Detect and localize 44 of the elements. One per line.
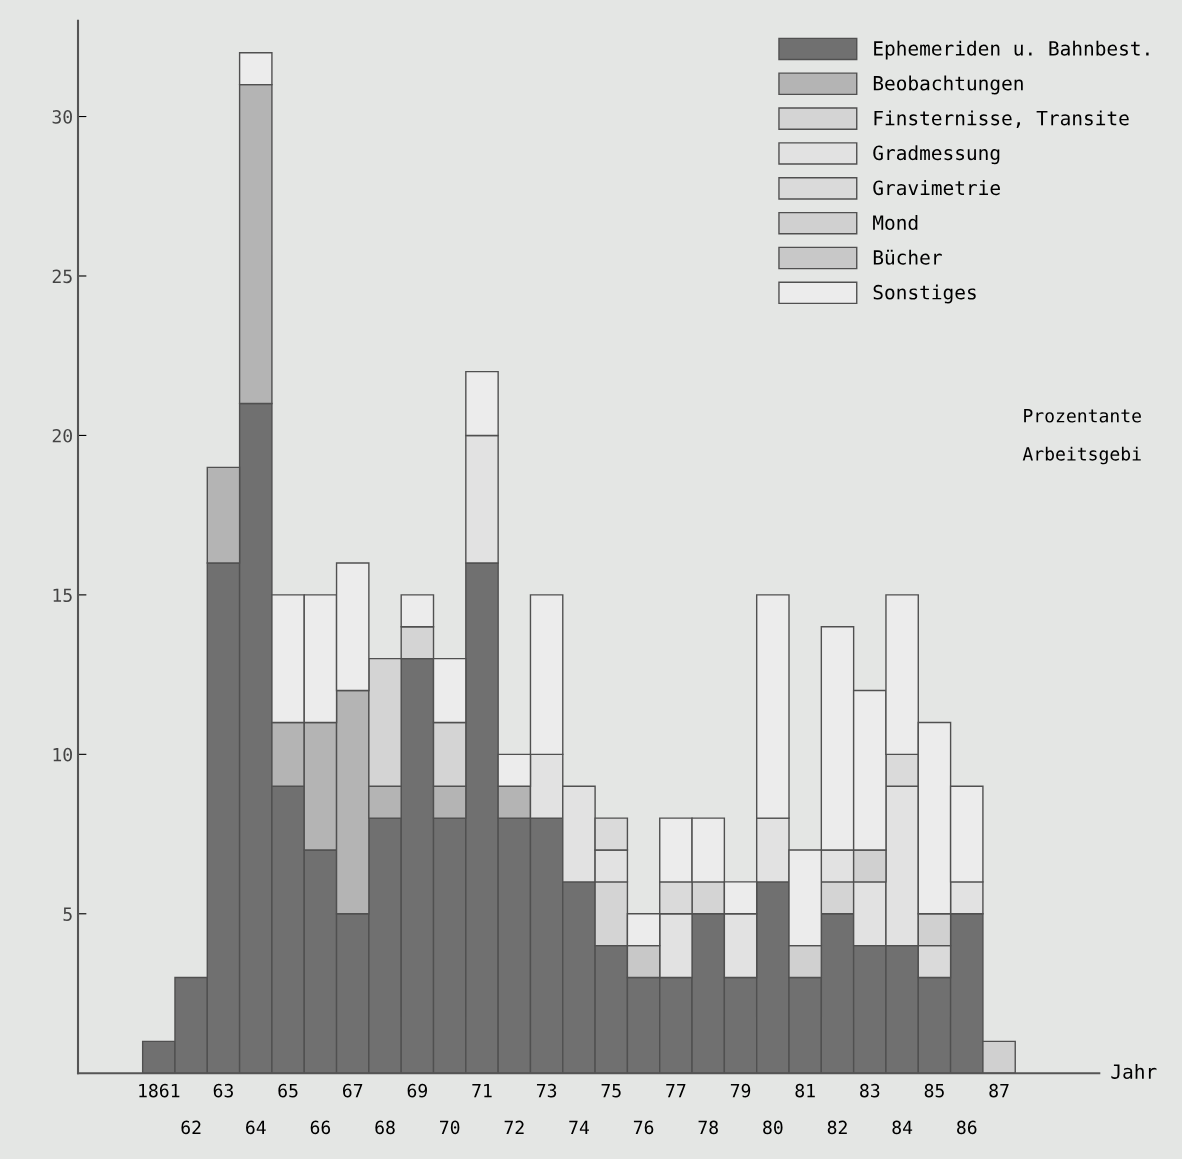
y-tick-label: 15 <box>53 588 72 603</box>
legend-label: Finsternisse, Transite <box>874 110 1129 128</box>
y-tick-label: 5 <box>63 907 72 921</box>
legend-label: Ephemeriden u. Bahnbest. <box>874 40 1149 60</box>
x-tick-label: 84 <box>892 1120 913 1135</box>
y-tick-label: 30 <box>52 110 72 124</box>
x-tick-label: 87 <box>989 1083 1009 1098</box>
x-tick-label: 70 <box>440 1120 460 1135</box>
x-tick-label: 71 <box>472 1084 492 1098</box>
legend-label: Sonstiges <box>873 284 976 304</box>
x-axis-title: Jahr <box>1111 1063 1157 1079</box>
x-tick-label: 68 <box>375 1120 395 1135</box>
legend-label: Gradmessung <box>873 145 1000 165</box>
x-tick-label: 83 <box>860 1083 880 1098</box>
x-tick-label: 62 <box>181 1120 201 1135</box>
x-tick-label: 65 <box>278 1083 298 1098</box>
x-tick-label: 78 <box>698 1120 718 1135</box>
x-tick-label: 73 <box>536 1083 557 1098</box>
x-tick-label: 64 <box>246 1120 266 1135</box>
x-tick-label: 75 <box>601 1084 621 1098</box>
x-tick-label: 81 <box>795 1083 815 1098</box>
x-tick-label: 63 <box>213 1083 233 1098</box>
text: Prozentante <box>1024 409 1141 423</box>
legend-label: Gravimetrie <box>873 180 1000 196</box>
text: Arbeitsgebi <box>1022 446 1141 465</box>
x-tick-label: 85 <box>924 1083 944 1098</box>
y-tick-label: 20 <box>52 428 72 443</box>
x-tick-label: 69 <box>407 1083 427 1098</box>
x-tick-label: 80 <box>763 1120 783 1135</box>
legend-label: Mond <box>873 214 918 230</box>
x-tick-label: 74 <box>569 1120 589 1135</box>
x-tick-label: 79 <box>730 1083 751 1098</box>
legend-label: Bücher <box>873 249 942 265</box>
x-tick-label: 77 <box>666 1084 686 1098</box>
x-tick-label: 72 <box>504 1120 524 1135</box>
x-tick-label: 67 <box>343 1083 363 1098</box>
y-tick-label: 10 <box>53 747 72 762</box>
x-tick-label: 82 <box>827 1120 847 1135</box>
y-tick-label: 25 <box>52 269 72 284</box>
legend-label: Beobachtungen <box>873 75 1023 95</box>
x-tick-label: 76 <box>633 1120 654 1135</box>
x-tick-label: 66 <box>310 1120 331 1135</box>
x-tick-label: 1861 <box>139 1083 180 1098</box>
x-tick-label: 86 <box>957 1120 977 1135</box>
